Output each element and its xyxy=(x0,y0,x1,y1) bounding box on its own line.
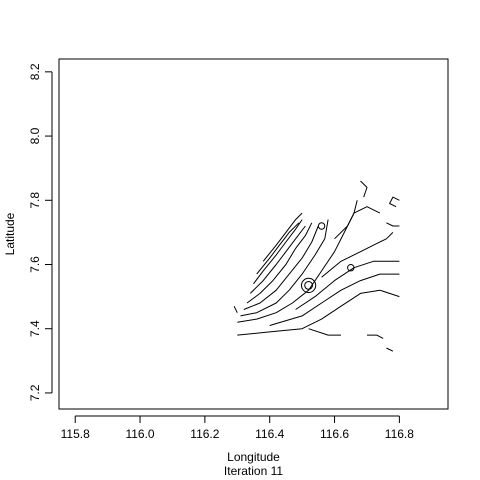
contour-line-10 xyxy=(295,260,400,310)
contour-line-8 xyxy=(237,289,400,336)
contour-line-1 xyxy=(240,219,329,317)
contour-ring-1 xyxy=(301,277,317,293)
contour-ring-3 xyxy=(347,264,355,272)
x-tick-label-1: 116.0 xyxy=(125,427,154,441)
contour-line-2 xyxy=(243,225,319,310)
contour-line-11 xyxy=(321,232,394,278)
x-tick-label-0: 115.8 xyxy=(61,427,90,441)
y-tick-label-1: 7.4 xyxy=(28,320,42,337)
contour-line-3 xyxy=(246,222,313,304)
contour-line-4 xyxy=(249,225,306,294)
x-tick-label-2: 116.2 xyxy=(190,427,219,441)
contour-line-9 xyxy=(269,273,400,326)
contour-line-5 xyxy=(253,219,303,285)
x-axis: 115.8 116.0 116.2 116.4 116.6 116.8 xyxy=(61,415,414,441)
y-axis-label: Latitude xyxy=(3,212,17,255)
contour-line-18 xyxy=(386,347,394,352)
contour-line-6 xyxy=(256,222,300,275)
x-axis-label: Longitude xyxy=(227,450,280,464)
contour-line-19 xyxy=(233,305,238,313)
x-tick-label-3: 116.4 xyxy=(255,427,284,441)
contour-line-14 xyxy=(360,180,368,198)
y-axis: 7.2 7.4 7.6 7.8 8.0 8.2 xyxy=(28,63,53,401)
y-tick-label-0: 7.2 xyxy=(28,384,42,401)
contour-line-13 xyxy=(308,328,341,336)
x-tick-label-4: 116.6 xyxy=(320,427,349,441)
contour-line-16 xyxy=(389,196,400,208)
chart-subtitle: Iteration 11 xyxy=(224,464,283,478)
contour-line-12 xyxy=(334,206,381,240)
y-tick-label-3: 7.8 xyxy=(28,192,42,209)
contour-line-17 xyxy=(367,334,384,339)
y-tick-label-2: 7.6 xyxy=(28,256,42,273)
contour-line-7 xyxy=(262,212,303,262)
contour-lines-group xyxy=(233,180,400,352)
y-tick-label-4: 8.0 xyxy=(28,127,42,144)
x-tick-label-5: 116.8 xyxy=(385,427,414,441)
contour-line-15 xyxy=(386,222,400,227)
y-tick-label-5: 8.2 xyxy=(28,63,42,80)
contour-ring-2 xyxy=(317,222,326,230)
plot-frame xyxy=(58,58,449,410)
contour-ring-0 xyxy=(304,281,314,290)
